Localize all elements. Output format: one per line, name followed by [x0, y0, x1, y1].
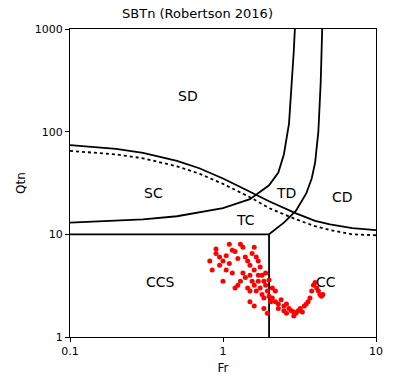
- svg-text:SC: SC: [144, 185, 163, 201]
- svg-text:CD: CD: [332, 189, 353, 205]
- svg-text:0.1: 0.1: [61, 345, 79, 358]
- svg-text:1: 1: [220, 345, 227, 358]
- svg-text:10: 10: [49, 228, 63, 241]
- svg-text:1: 1: [56, 331, 63, 344]
- svg-text:TC: TC: [236, 212, 255, 228]
- svg-text:Fr: Fr: [218, 361, 229, 375]
- svg-text:1000: 1000: [35, 23, 63, 36]
- svg-text:SBTn (Robertson 2016): SBTn (Robertson 2016): [122, 6, 273, 21]
- svg-text:10: 10: [369, 345, 383, 358]
- svg-text:Qtn: Qtn: [14, 172, 28, 194]
- svg-text:CC: CC: [316, 274, 336, 290]
- svg-text:SD: SD: [178, 88, 198, 104]
- svg-text:100: 100: [42, 126, 63, 139]
- svg-text:CCS: CCS: [146, 274, 175, 290]
- svg-text:TD: TD: [276, 185, 296, 201]
